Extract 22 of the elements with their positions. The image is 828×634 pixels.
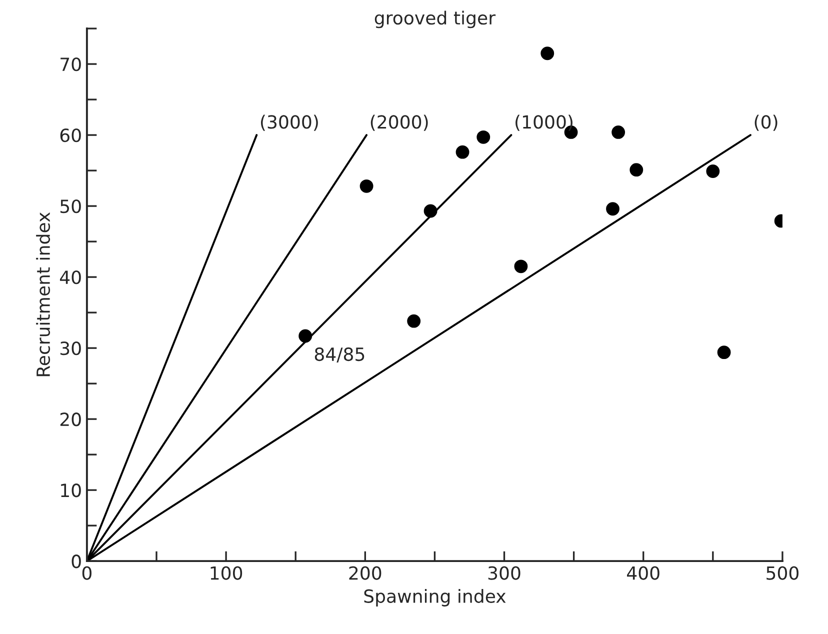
chart-title: grooved tiger — [374, 10, 496, 28]
x-tick-label: 500 — [766, 566, 798, 580]
x-tick-label: 100 — [210, 566, 242, 580]
x-tick-label: 200 — [349, 566, 382, 580]
series-label: (2000) — [370, 114, 428, 131]
y-tick-label: 70 — [60, 57, 81, 72]
x-tick-label: 0 — [82, 566, 92, 580]
x-tick-label: 300 — [488, 566, 520, 580]
y-tick-label: 0 — [72, 554, 81, 568]
y-tick-label: 20 — [60, 412, 81, 426]
y-tick-label: 40 — [60, 270, 81, 284]
series-label: (0) — [754, 114, 778, 131]
x-tick-label: 400 — [627, 566, 660, 580]
series-label: (3000) — [260, 114, 318, 131]
series-label: (1000) — [516, 114, 572, 131]
annotation: 84/85 — [314, 347, 364, 362]
y-tick-label: 30 — [60, 342, 81, 356]
y-tick-label: 50 — [60, 200, 81, 214]
x-axis-title: Spawning index — [364, 588, 506, 606]
y-tick-label: 10 — [61, 484, 81, 498]
y-tick-label: 60 — [60, 128, 81, 142]
y-axis-title: Recruitment index — [36, 212, 50, 376]
